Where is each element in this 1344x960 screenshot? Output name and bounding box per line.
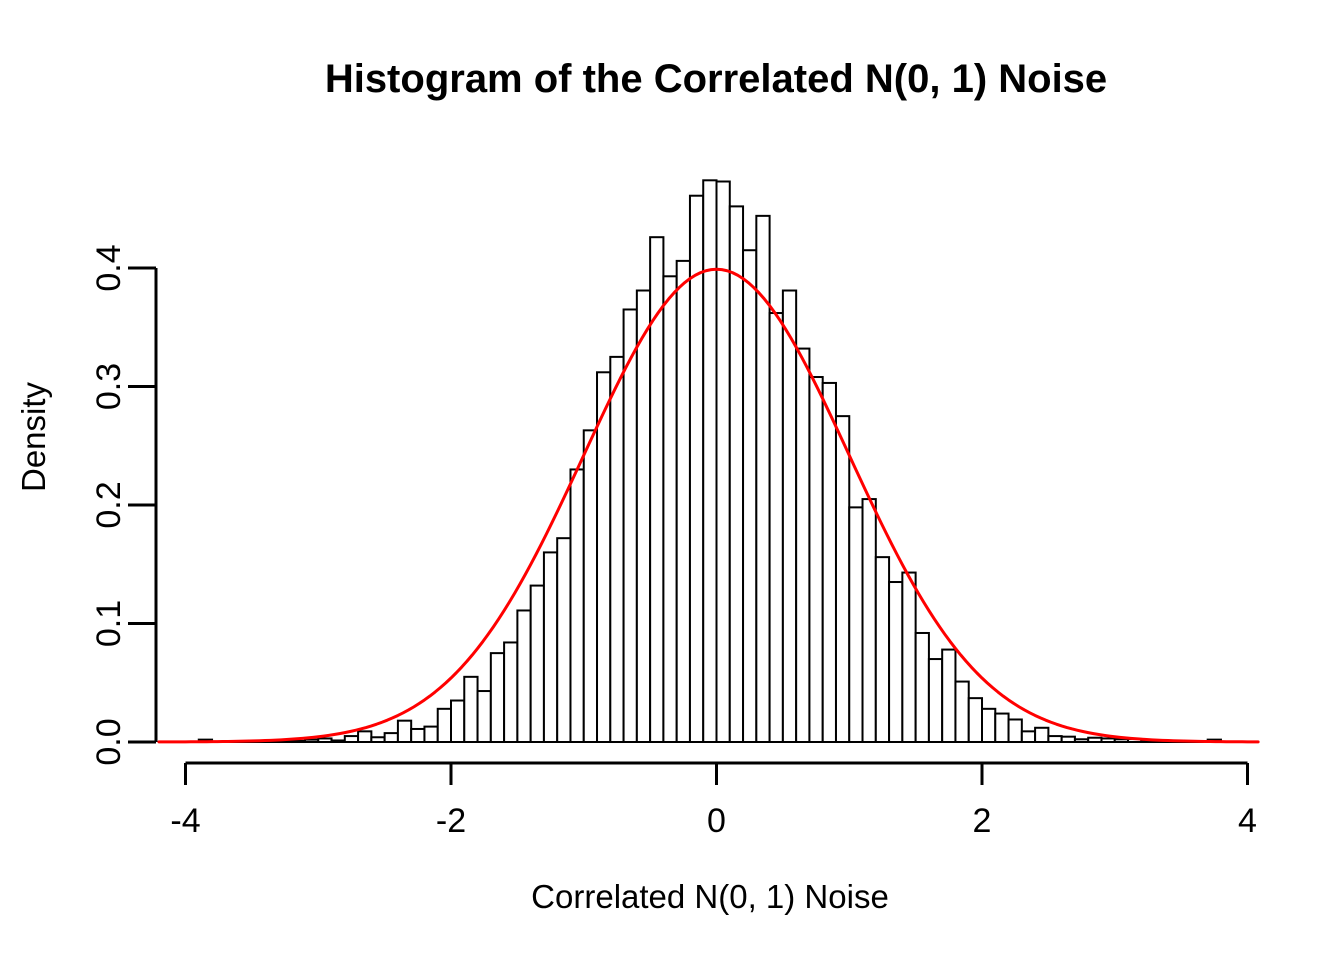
histogram-bar [410,727,426,743]
histogram-bar [357,730,373,744]
histogram-bar [542,551,559,744]
x-tick-label: 0 [707,802,726,840]
histogram-bar [596,371,612,743]
histogram-bar [423,725,439,743]
histogram-bar [994,712,1010,743]
histogram-bars [197,179,1222,744]
histogram-bar [888,581,904,744]
histogram-bar [503,641,519,744]
y-tick-label: 0.3 [90,363,128,410]
normal-density-curve [157,267,1260,744]
histogram-bar [781,289,798,743]
y-tick-label: 0.1 [90,600,128,647]
y-axis-label: Density [15,381,52,492]
histogram-bar [476,690,492,743]
histogram-bar [941,648,957,744]
histogram-bar [795,347,811,743]
histogram-bar [728,205,745,743]
x-tick-label: -4 [170,802,200,840]
x-tick-label: 2 [973,802,992,840]
histogram-bar [529,584,545,744]
histogram-bar [463,675,479,744]
histogram-bar [1034,726,1050,744]
histogram-bar [914,631,930,743]
y-tick-label: 0.0 [90,718,128,765]
histogram-bar [834,415,851,744]
histogram-bar [981,707,997,744]
histogram-bar [954,680,970,744]
x-tick-label: -2 [436,802,466,840]
histogram-bar [755,214,771,744]
histogram-bar [1020,730,1037,744]
chart-title: Histogram of the Correlated N(0, 1) Nois… [325,57,1107,101]
histogram-bar [609,355,625,744]
histogram-bar [450,699,466,744]
y-tick-label: 0.4 [90,244,128,291]
histogram-bar [808,376,824,743]
histogram-bar [675,259,691,743]
histogram-bar [702,179,718,743]
histogram-bar [967,697,984,743]
histogram-bar [582,429,599,743]
histogram-bar [901,571,917,743]
histogram-bar [396,719,413,743]
x-tick-label: 4 [1238,802,1257,840]
histogram-bar [861,498,877,743]
histogram-bar [742,249,758,743]
density-curve-line [157,267,1260,744]
histogram-bar [489,652,506,744]
histogram-bar [569,468,585,743]
histogram-bar [635,289,652,743]
histogram-bar [516,609,532,743]
x-axis: -4 -2 0 2 4 [170,761,1257,840]
histogram-bar [874,556,891,744]
x-axis-label: Correlated N(0, 1) Noise [531,878,889,915]
histogram-bar [821,381,837,743]
histogram-bar [556,537,572,743]
y-tick-label: 0.2 [90,481,128,528]
histogram-bar [768,312,784,743]
y-axis: 0.0 0.1 0.2 0.3 0.4 [90,244,158,766]
histogram-bar [715,180,731,743]
histogram-bar [1007,718,1023,744]
histogram-bar [848,506,864,743]
histogram-bar [436,707,453,744]
histogram-bar [927,658,944,743]
histogram-bar [383,732,399,743]
histogram-bar [662,275,678,743]
histogram-bar [622,308,638,743]
